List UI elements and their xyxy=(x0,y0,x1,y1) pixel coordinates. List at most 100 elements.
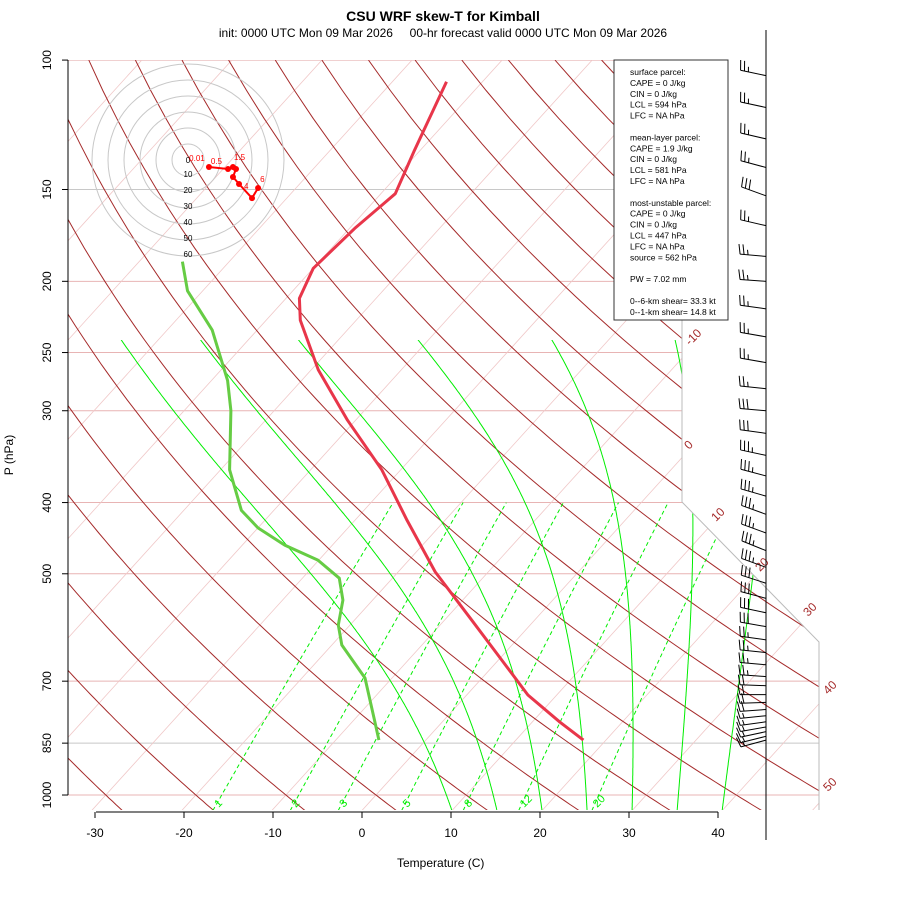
barb-tick xyxy=(741,513,744,525)
y-ticks: 100 150 200 250 300 400 500 700 850 1000 xyxy=(40,50,68,808)
wind-barb xyxy=(740,478,767,497)
hodograph-point-label: 6 xyxy=(260,175,265,184)
barb-shaft xyxy=(739,701,767,704)
barb-half-tick xyxy=(742,725,745,731)
barb-shaft xyxy=(740,721,767,726)
barb-tick xyxy=(744,549,748,560)
dry-adiabat-label: 10 xyxy=(708,505,728,525)
wind-barb xyxy=(738,652,767,666)
isotherm xyxy=(68,60,683,810)
barb-shaft xyxy=(740,591,767,599)
barb-tick xyxy=(736,727,742,738)
dry-adiabat xyxy=(68,60,489,810)
wind-barb xyxy=(740,60,767,77)
info-line: LCL = 594 hPa xyxy=(630,100,687,110)
barb-tick xyxy=(742,376,745,387)
wind-barb xyxy=(741,530,767,552)
barb-shaft xyxy=(740,219,767,227)
barb-tick xyxy=(739,294,741,306)
barb-tick xyxy=(737,674,741,685)
barb-tick xyxy=(735,737,742,748)
isotherm xyxy=(811,60,819,810)
barb-shaft xyxy=(740,662,767,666)
barb-tick xyxy=(736,701,741,712)
barb-tick xyxy=(740,581,743,592)
wind-barb xyxy=(739,347,767,364)
barb-tick xyxy=(736,715,741,726)
barb-shaft xyxy=(741,574,767,584)
barb-half-tick xyxy=(742,736,746,742)
info-line: CAPE = 1.9 J/kg xyxy=(630,143,693,153)
barb-tick xyxy=(740,459,743,470)
barb-tick xyxy=(740,478,743,489)
barb-tick xyxy=(740,150,743,161)
x-tick-label: -10 xyxy=(264,826,282,840)
hodograph-ring-label: 40 xyxy=(184,218,193,227)
wind-barb xyxy=(741,548,767,568)
hodograph-ring-label: 60 xyxy=(184,250,193,259)
barb-tick xyxy=(748,551,752,562)
barb-shaft xyxy=(740,160,767,168)
barb-tick xyxy=(741,495,744,506)
barb-shaft xyxy=(741,557,767,568)
isotherm xyxy=(68,60,503,810)
barb-tick xyxy=(741,693,745,704)
barb-tick xyxy=(742,269,745,280)
hodograph-ring xyxy=(171,143,205,177)
info-line: CIN = 0 J/kg xyxy=(630,220,677,230)
hodograph-point xyxy=(249,195,255,202)
barb-shaft xyxy=(740,649,767,654)
moist-adiabat xyxy=(417,340,588,810)
barb-shaft xyxy=(740,635,767,641)
barb-tick xyxy=(744,515,748,526)
wind-barb xyxy=(738,639,767,654)
barb-tick xyxy=(741,684,745,695)
barb-shaft xyxy=(740,709,767,712)
wind-barb xyxy=(740,581,767,599)
barb-tick xyxy=(738,243,741,255)
hodograph-ring xyxy=(155,127,221,193)
barb-tick xyxy=(743,420,745,431)
barb-half-tick xyxy=(747,658,749,664)
x-tick-label: -30 xyxy=(86,826,104,840)
info-line: surface parcel: xyxy=(630,67,686,77)
barb-tick xyxy=(748,461,750,472)
barb-shaft xyxy=(740,331,767,338)
info-line: CIN = 0 J/kg xyxy=(630,154,677,164)
wind-barb xyxy=(740,122,767,140)
barb-shaft xyxy=(740,606,767,614)
barb-half-tick xyxy=(742,731,745,737)
isotherm xyxy=(541,60,819,810)
wind-barb xyxy=(738,398,767,412)
wind-barb xyxy=(738,269,767,282)
barb-tick xyxy=(747,420,749,431)
y-axis-label: P (hPa) xyxy=(2,435,16,475)
moist-adiabat xyxy=(551,340,634,810)
dry-adiabat-label: 40 xyxy=(820,678,840,698)
barb-tick xyxy=(744,496,748,507)
barb-half-tick xyxy=(746,670,749,676)
info-line: PW = 7.02 mm xyxy=(630,274,686,284)
barb-tick xyxy=(745,532,748,543)
info-line: CAPE = 0 J/kg xyxy=(630,209,686,219)
barb-tick xyxy=(742,652,745,663)
x-tick-label: 10 xyxy=(444,826,458,840)
dry-adiabat xyxy=(134,60,819,810)
wind-barb xyxy=(739,419,767,434)
barb-tick xyxy=(748,533,752,544)
dry-adiabat xyxy=(68,60,671,810)
wind-barb xyxy=(741,176,767,197)
hodograph-point xyxy=(205,164,212,171)
chart-title: CSU WRF skew-T for Kimball xyxy=(346,8,540,24)
barb-tick xyxy=(740,564,743,576)
wind-barb xyxy=(736,701,767,712)
isotherm xyxy=(721,60,819,810)
hodograph-point xyxy=(233,165,239,172)
dry-adiabat xyxy=(68,60,580,810)
wind-barb xyxy=(740,459,767,477)
barb-shaft xyxy=(740,304,767,310)
wind-barb xyxy=(740,597,767,614)
barb-half-tick xyxy=(746,274,749,281)
barb-tick xyxy=(744,151,746,162)
